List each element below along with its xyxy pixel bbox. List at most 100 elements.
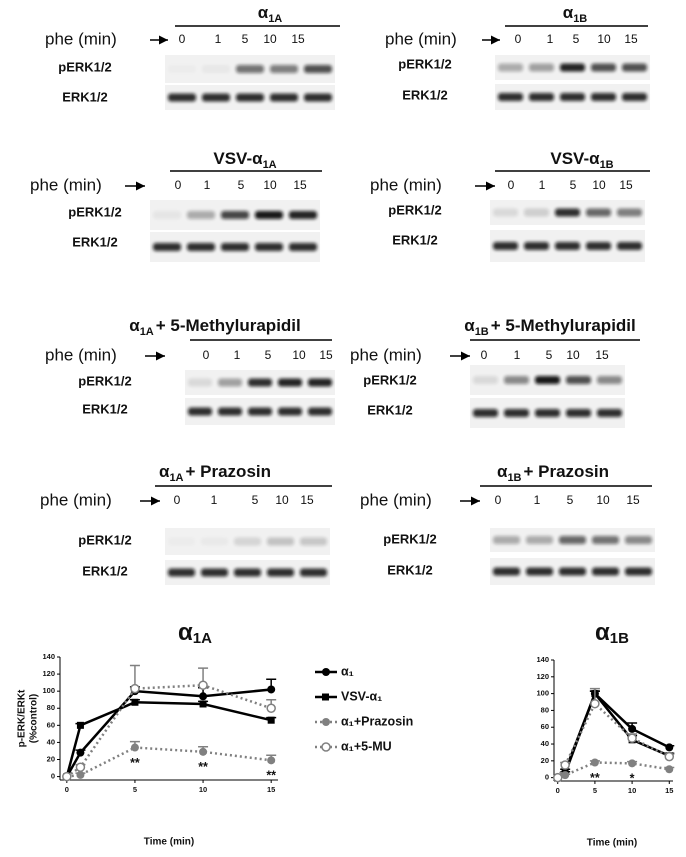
- blot-band: [529, 93, 554, 101]
- timepoint: 0: [515, 32, 522, 46]
- marker: [267, 756, 276, 765]
- blot-title: VSV-α1B: [550, 149, 613, 170]
- phe-label: phe (min): [40, 490, 112, 509]
- timepoint: 15: [291, 32, 305, 46]
- blot-band: [617, 208, 642, 217]
- legend-label: VSV-α₁: [341, 689, 382, 703]
- x-tick-label: 5: [133, 785, 137, 794]
- blot-band: [234, 537, 261, 546]
- blot-band: [248, 378, 272, 387]
- marker: [267, 716, 275, 724]
- blot-band: [504, 409, 529, 417]
- marker: [665, 765, 674, 774]
- row-label: pERK1/2: [68, 204, 121, 219]
- timepoint: 10: [292, 348, 306, 362]
- legend-marker: [322, 693, 329, 701]
- timepoint: 0: [179, 32, 186, 46]
- marker: [266, 703, 276, 713]
- y-tick-label: 60: [47, 720, 55, 729]
- blot-band: [535, 409, 560, 417]
- blot-band: [555, 242, 580, 250]
- blot-band: [187, 211, 215, 219]
- timepoint: 10: [263, 178, 277, 192]
- title-suffix: + Prazosin: [186, 462, 272, 481]
- blot-band: [289, 243, 317, 251]
- legend-marker: [322, 668, 330, 676]
- blot-band: [218, 378, 242, 387]
- timepoint: 10: [566, 348, 580, 362]
- blot-band: [289, 211, 317, 219]
- timepoint: 1: [539, 178, 546, 192]
- blot-band: [586, 208, 611, 217]
- blot-band: [473, 376, 498, 384]
- marker: [76, 748, 85, 757]
- blot-band: [560, 93, 585, 101]
- timepoint: 15: [300, 493, 314, 507]
- blot-band: [201, 568, 228, 577]
- blot-band: [559, 536, 586, 544]
- marker: [590, 698, 600, 709]
- timepoint: 5: [570, 178, 577, 192]
- blot-band: [168, 65, 196, 73]
- y-axis-label: p-ERK/ERKt: [17, 689, 28, 747]
- significance: **: [130, 756, 140, 770]
- blot-band: [168, 568, 195, 577]
- marker: [130, 683, 140, 694]
- phe-label: phe (min): [30, 175, 102, 194]
- title-text: α: [159, 462, 170, 481]
- blot-band: [555, 208, 580, 217]
- significance: **: [590, 771, 600, 785]
- phe-label: phe (min): [350, 345, 422, 364]
- row-label: pERK1/2: [398, 56, 451, 71]
- timepoint: 5: [265, 348, 272, 362]
- y-axis-label: (%control): [29, 694, 40, 743]
- y-tick-label: 100: [536, 689, 549, 698]
- row-label: ERK1/2: [82, 401, 128, 416]
- blot-band: [586, 242, 611, 250]
- title-subscript: 1A: [169, 472, 183, 484]
- blot-band: [236, 65, 264, 73]
- blot-band: [248, 407, 272, 416]
- title-text: VSV-α: [550, 149, 600, 168]
- timepoint: 0: [508, 178, 515, 192]
- title-subscript: 1B: [507, 472, 521, 484]
- blot-band: [236, 93, 264, 102]
- y-tick-label: 80: [47, 703, 55, 712]
- marker: [561, 771, 570, 780]
- y-tick-label: 0: [545, 773, 549, 782]
- timepoint: 1: [547, 32, 554, 46]
- blot-band: [535, 376, 560, 384]
- blot-band: [270, 93, 298, 102]
- significance: *: [630, 772, 635, 786]
- blot-band: [201, 538, 228, 546]
- significance: **: [198, 760, 208, 774]
- title-text: α: [595, 619, 610, 646]
- y-tick-label: 80: [541, 705, 549, 714]
- phe-label: phe (min): [370, 175, 442, 194]
- legend-marker: [321, 742, 331, 752]
- x-axis-label: Time (min): [144, 837, 194, 848]
- y-tick-label: 140: [42, 652, 55, 661]
- marker: [627, 733, 637, 743]
- timepoint: 0: [175, 178, 182, 192]
- timepoint: 0: [174, 493, 181, 507]
- blot-band: [218, 407, 242, 416]
- blot-band: [597, 376, 622, 384]
- blot-title: α1B + Prazosin: [497, 462, 609, 483]
- title-subscript: 1A: [140, 326, 154, 338]
- title-subscript: 1B: [610, 630, 629, 647]
- timepoint: 0: [481, 348, 488, 362]
- blot-band: [153, 243, 181, 251]
- blot-band: [308, 378, 332, 387]
- timepoint: 10: [263, 32, 277, 46]
- blot-band: [221, 211, 249, 219]
- blot-band: [255, 243, 283, 251]
- x-tick-label: 15: [665, 786, 673, 795]
- legend-label: α₁+5-MU: [341, 739, 392, 753]
- blot-band: [267, 537, 294, 546]
- blot-band: [153, 211, 181, 219]
- blot-band: [493, 208, 518, 217]
- blot-band: [304, 93, 332, 102]
- blot-band: [473, 409, 498, 417]
